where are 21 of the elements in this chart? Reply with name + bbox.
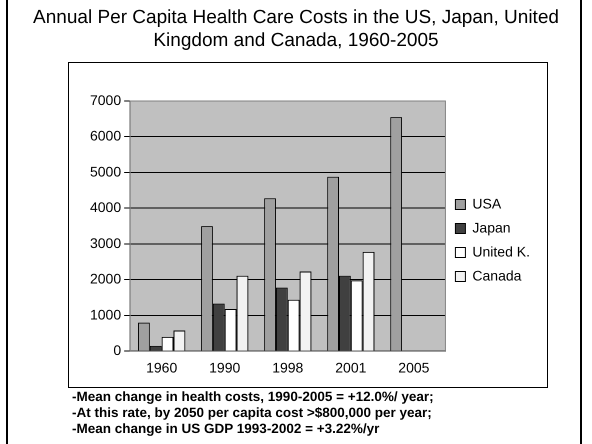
text: -Mean change in health costs, 1990-2005 = +12.0%/ year; — [72, 389, 434, 405]
text: -At this rate, by 2050 per capita cost >$800,000 per year; — [72, 405, 433, 421]
x-tick-label: 1990 — [209, 359, 241, 376]
legend-label: Canada — [472, 267, 522, 284]
x-tick-label: 2005 — [398, 359, 430, 376]
y-tick-label: 7000 — [90, 92, 122, 108]
x-tick-label: 2001 — [335, 359, 367, 376]
x-tick-label: 1960 — [146, 359, 178, 376]
text: -Mean change in US GDP 1993-2002 = +3.22%/yr — [72, 421, 380, 437]
x-tick-label: 1998 — [272, 359, 304, 376]
y-tick-label: 5000 — [90, 163, 122, 180]
legend-label: USA — [472, 195, 502, 212]
legend-label: Japan — [472, 219, 511, 236]
y-tick-label: 0 — [113, 342, 122, 358]
y-tick-label: 6000 — [90, 128, 122, 144]
y-tick-label: 3000 — [90, 234, 122, 251]
legend-label: United K. — [472, 243, 530, 260]
y-tick-label: 1000 — [90, 306, 122, 322]
y-tick-label: 4000 — [90, 199, 122, 216]
chart-title: Annual Per Capita Health Care Costs in the US, Japan, United Kingdom and Canada, 1960-2005 — [32, 6, 560, 52]
y-tick-label: 2000 — [90, 270, 122, 287]
